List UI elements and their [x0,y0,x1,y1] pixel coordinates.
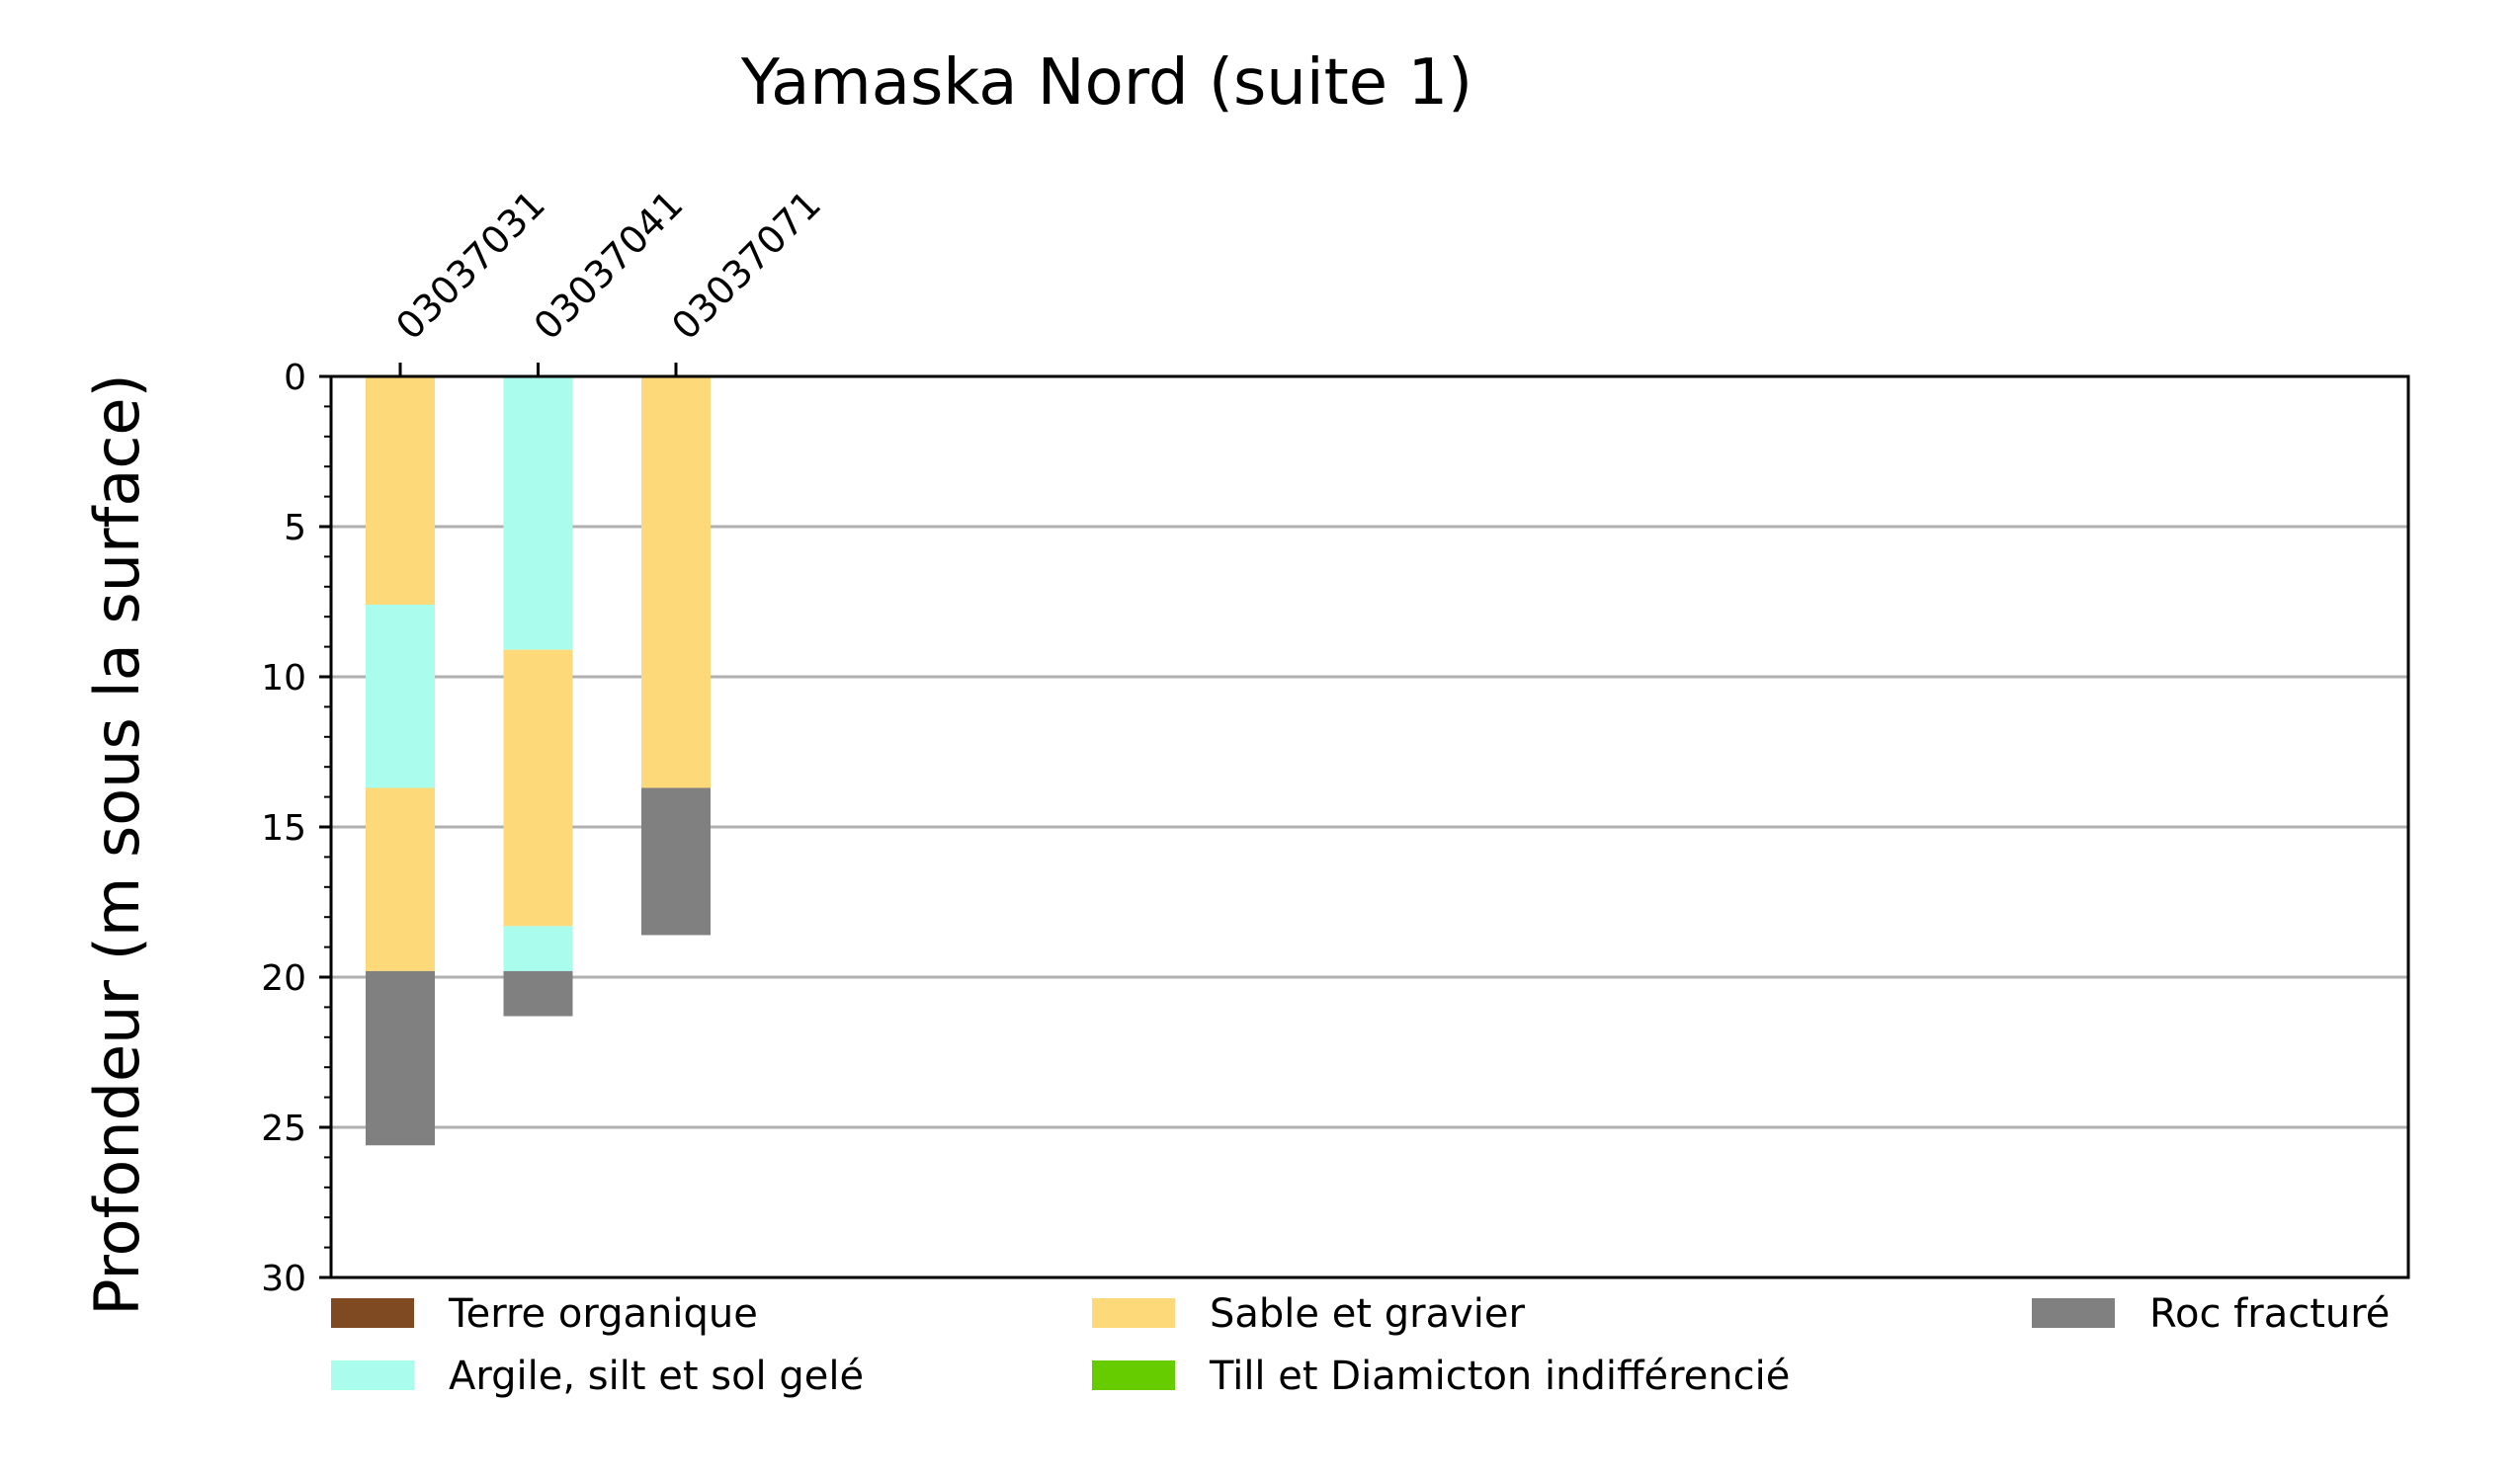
well-column-03037041 [503,376,573,1017]
legend-item: Roc fracturé [2032,1291,2390,1337]
layer-roc-fractur- [641,787,711,936]
y-tick-label: 30 [261,1259,306,1299]
well-label: 03037031 [387,182,553,348]
y-tick-label: 20 [261,958,306,999]
legend-label: Terre organique [448,1291,758,1337]
y-tick-label: 0 [284,358,306,398]
layer-sable-et-gravier [641,376,711,788]
well-column-03037071 [641,376,711,936]
well-column-03037031 [366,376,435,1146]
y-axis-label: Profondeur (m sous la surface) [81,373,153,1316]
legend-item: Terre organique [331,1291,758,1337]
chart-title: Yamaska Nord (suite 1) [740,46,1472,120]
legend-item: Till et Diamicton indifférencié [1092,1354,1790,1399]
layer-sable-et-gravier [366,787,435,971]
layer-argile-silt-et-sol-gel- [366,605,435,788]
legend-item: Sable et gravier [1092,1291,1525,1337]
y-tick-label: 10 [261,658,306,699]
y-tick-label: 25 [261,1109,306,1149]
legend-swatch [1092,1360,1175,1390]
legend-swatch [1092,1298,1175,1328]
well-label: 03037041 [526,182,692,348]
layer-sable-et-gravier [366,376,435,606]
layer-argile-silt-et-sol-gel- [503,926,573,971]
legend-label: Roc fracturé [2149,1291,2390,1337]
legend-swatch [2032,1298,2115,1328]
legend: Terre organique Argile, silt et sol gelé S… [331,1291,2390,1399]
layer-argile-silt-et-sol-gel- [503,376,573,650]
legend-swatch [331,1298,414,1328]
layer-roc-fractur- [503,970,573,1017]
legend-label: Till et Diamicton indifférencié [1209,1354,1790,1399]
y-tick-label: 5 [284,508,306,548]
layer-sable-et-gravier [503,649,573,927]
y-tick-label: 15 [261,808,306,849]
legend-item: Argile, silt et sol gelé [331,1354,864,1399]
bars-group [366,376,711,1146]
layer-roc-fractur- [366,970,435,1146]
well-label: 03037071 [663,182,829,348]
y-axis: 0 5 10 15 20 25 30 [261,358,331,1299]
legend-label: Argile, silt et sol gelé [449,1354,864,1399]
legend-label: Sable et gravier [1210,1291,1525,1337]
legend-swatch [331,1360,414,1390]
